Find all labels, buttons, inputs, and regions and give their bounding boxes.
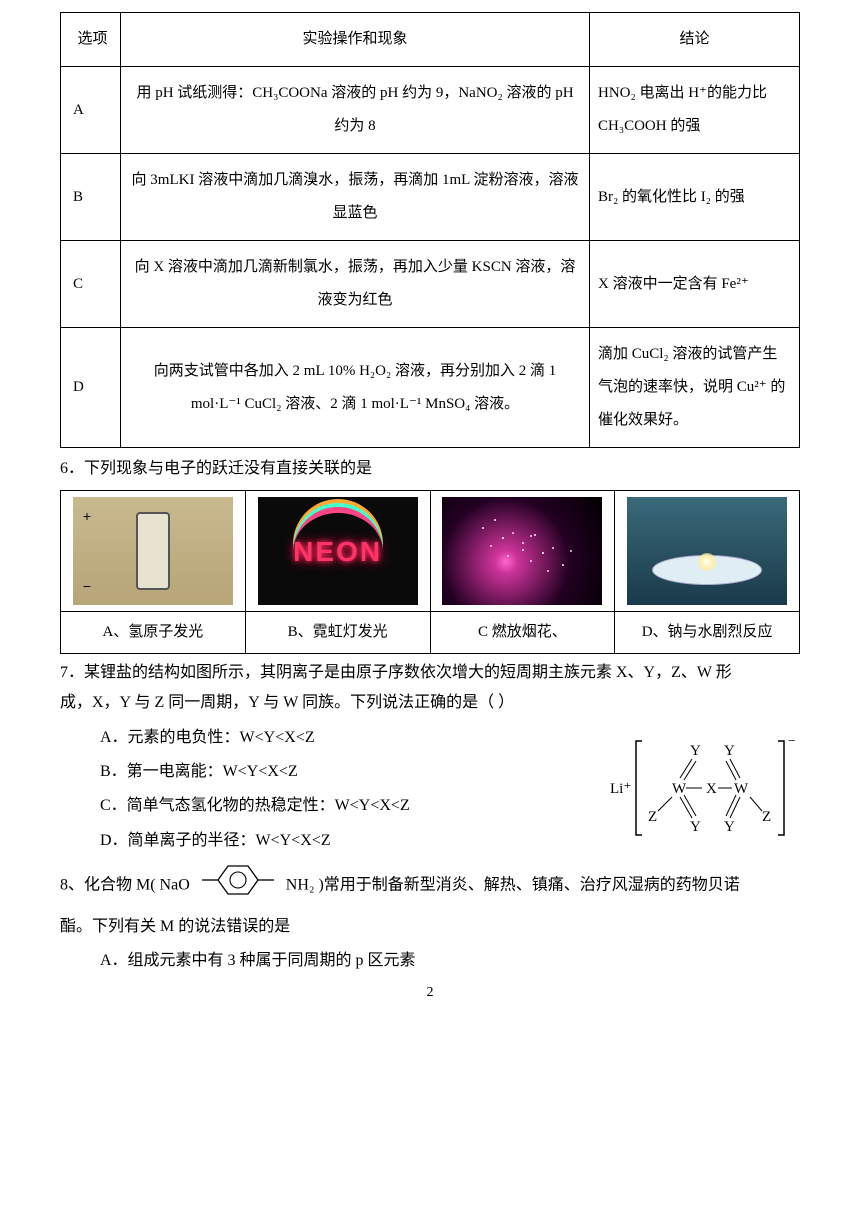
q7-stem-line2: 成，X，Y 与 Z 同一周期，Y 与 W 同族。下列说法正确的是（ ） xyxy=(60,688,800,718)
hydrogen-glow-icon: +− xyxy=(73,497,233,605)
q7-opt-d: D．简单离子的半径：W<Y<X<Z xyxy=(60,826,584,856)
q7-opt-b: B．第一电离能：W<Y<X<Z xyxy=(60,757,584,787)
table-row: D 向两支试管中各加入 2 mL 10% H₂O₂ 溶液，再分别加入 2 滴 1… xyxy=(61,328,800,448)
cell-op: 向两支试管中各加入 2 mL 10% H₂O₂ 溶液，再分别加入 2 滴 1 m… xyxy=(121,328,590,448)
th-conclusion: 结论 xyxy=(590,13,800,67)
question-8: 8、化合物 M( NaO NH₂ )常用于制备新型消炎、解热、镇痛、治疗风湿病的… xyxy=(60,860,800,976)
benzene-ring-icon xyxy=(194,860,282,911)
neon-sign-icon: NEON xyxy=(258,497,418,605)
svg-text:Y: Y xyxy=(724,743,735,759)
q8-stem-pre: 8、化合物 M( NaO xyxy=(60,877,190,894)
q6-img-b: NEON xyxy=(245,491,430,612)
question-7: 7．某锂盐的结构如图所示，其阴离子是由原子序数依次增大的短周期主族元素 X、Y，… xyxy=(60,658,800,856)
svg-text:Y: Y xyxy=(724,819,735,835)
cell-opt: A xyxy=(61,67,121,154)
cell-con: HNO₂ 电离出 H⁺的能力比 CH₃COOH 的强 xyxy=(590,67,800,154)
cell-op: 向 3mLKI 溶液中滴加几滴溴水，振荡，再滴加 1mL 淀粉溶液，溶液显蓝色 xyxy=(121,154,590,241)
svg-text:Z: Z xyxy=(762,809,771,825)
cell-op: 向 X 溶液中滴加几滴新制氯水，振荡，再加入少量 KSCN 溶液，溶液变为红色 xyxy=(121,241,590,328)
fireworks-icon xyxy=(442,497,602,605)
q8-opt-a: A．组成元素中有 3 种属于同周期的 p 区元素 xyxy=(60,946,800,976)
cell-con: 滴加 CuCl₂ 溶液的试管产生气泡的速率快，说明 Cu²⁺ 的催化效果好。 xyxy=(590,328,800,448)
th-operation: 实验操作和现象 xyxy=(121,13,590,67)
svg-text:−: − xyxy=(788,734,796,749)
cell-con: X 溶液中一定含有 Fe²⁺ xyxy=(590,241,800,328)
q7-opt-c: C．简单气态氢化物的热稳定性：W<Y<X<Z xyxy=(60,791,584,821)
page-number: 2 xyxy=(60,980,800,1007)
svg-text:Z: Z xyxy=(648,809,657,825)
table-row: A 用 pH 试纸测得：CH₃COONa 溶液的 pH 约为 9，NaNO₂ 溶… xyxy=(61,67,800,154)
q6-cap-b: B、霓虹灯发光 xyxy=(245,612,430,654)
cell-opt: B xyxy=(61,154,121,241)
cell-opt: D xyxy=(61,328,121,448)
q8-stem-post: NH₂ )常用于制备新型消炎、解热、镇痛、治疗风湿病的药物贝诺 xyxy=(286,877,740,894)
q6-img-d xyxy=(615,491,800,612)
sodium-water-icon xyxy=(627,497,787,605)
q6-img-c xyxy=(430,491,615,612)
svg-text:Y: Y xyxy=(690,743,701,759)
cell-con: Br₂ 的氧化性比 I₂ 的强 xyxy=(590,154,800,241)
q6-cap-a: A、氢原子发光 xyxy=(61,612,246,654)
table-row: B 向 3mLKI 溶液中滴加几滴溴水，振荡，再滴加 1mL 淀粉溶液，溶液显蓝… xyxy=(61,154,800,241)
q7-structure-diagram: Li⁺ − X W W Y Y xyxy=(600,723,800,853)
svg-text:W: W xyxy=(734,781,749,797)
table-row: C 向 X 溶液中滴加几滴新制氯水，振荡，再加入少量 KSCN 溶液，溶液变为红… xyxy=(61,241,800,328)
q7-opt-a: A．元素的电负性：W<Y<X<Z xyxy=(60,723,584,753)
experiment-table: 选项 实验操作和现象 结论 A 用 pH 试纸测得：CH₃COONa 溶液的 p… xyxy=(60,12,800,448)
th-option: 选项 xyxy=(61,13,121,67)
q6-cap-d: D、钠与水剧烈反应 xyxy=(615,612,800,654)
svg-text:X: X xyxy=(706,781,717,797)
svg-text:Y: Y xyxy=(690,819,701,835)
q7-stem-line1: 7．某锂盐的结构如图所示，其阴离子是由原子序数依次增大的短周期主族元素 X、Y，… xyxy=(60,658,800,688)
q6-img-a: +− xyxy=(61,491,246,612)
q6-image-table: +− NEON A、氢原子发光 B、霓虹灯发光 xyxy=(60,490,800,654)
q8-stem-line2: 酯。下列有关 M 的说法错误的是 xyxy=(60,912,800,942)
cell-opt: C xyxy=(61,241,121,328)
li-label: Li⁺ xyxy=(610,781,631,797)
svg-text:W: W xyxy=(672,781,687,797)
cell-op: 用 pH 试纸测得：CH₃COONa 溶液的 pH 约为 9，NaNO₂ 溶液的… xyxy=(121,67,590,154)
q6-stem: 6．下列现象与电子的跃迁没有直接关联的是 xyxy=(60,454,800,484)
question-6: 6．下列现象与电子的跃迁没有直接关联的是 +− NEON xyxy=(60,454,800,654)
q6-cap-c: C 燃放烟花、 xyxy=(430,612,615,654)
